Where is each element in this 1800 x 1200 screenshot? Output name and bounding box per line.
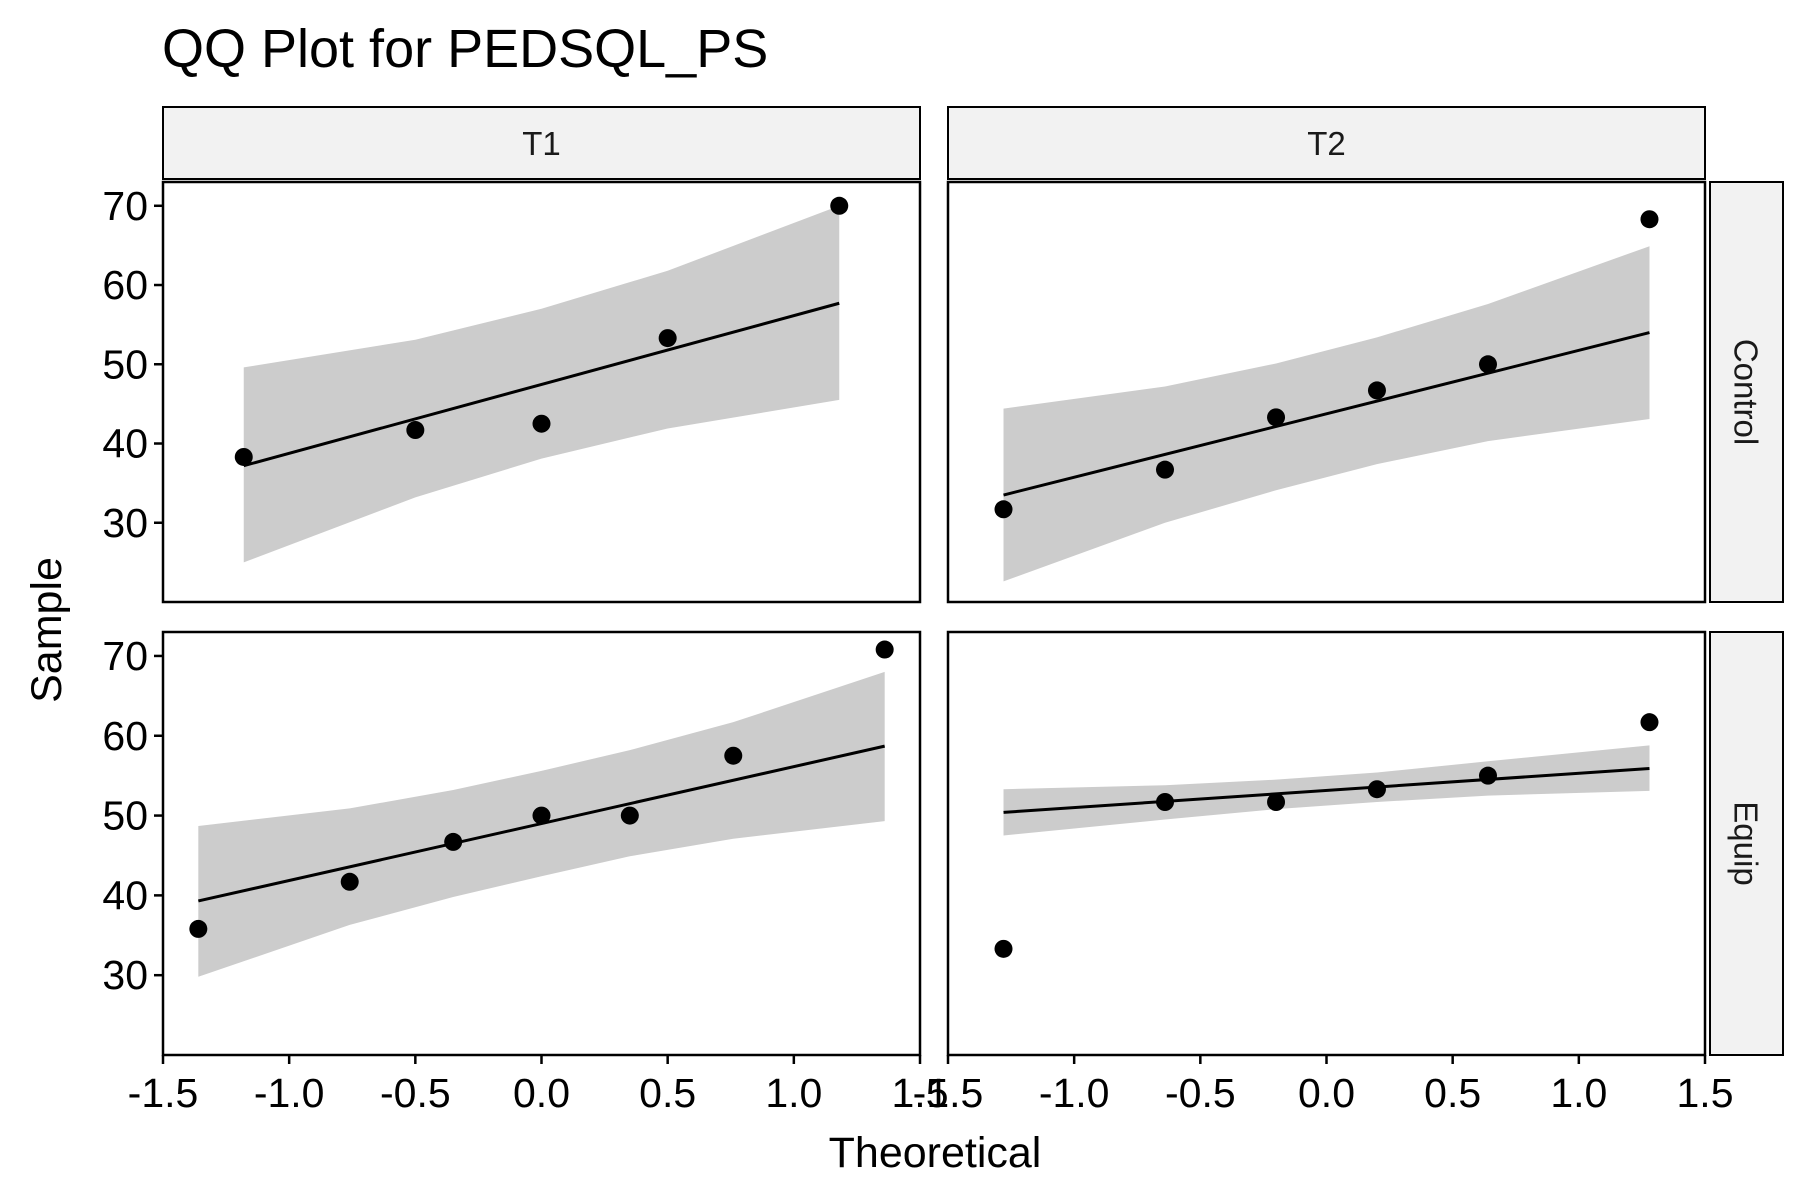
y-tick-label: 30 — [102, 952, 148, 998]
y-tick-label: 70 — [102, 633, 148, 679]
reference-line — [243, 301, 840, 468]
facet-panel — [946, 630, 1707, 1057]
data-point — [724, 746, 743, 765]
data-point — [1267, 408, 1286, 427]
row-strip — [1709, 181, 1784, 603]
data-point — [1478, 766, 1497, 785]
data-point — [444, 832, 463, 851]
data-point — [532, 414, 551, 433]
data-point — [234, 447, 253, 466]
data-point — [658, 329, 677, 348]
row-strip-label: Control — [1728, 339, 1765, 445]
row-strip — [1709, 631, 1784, 1056]
facet-panel — [161, 630, 922, 1057]
data-point — [1156, 460, 1175, 479]
facet-panel — [161, 180, 922, 604]
x-tick-label: 1.5 — [892, 1070, 949, 1116]
data-point — [340, 872, 359, 891]
x-tick-label: -1.0 — [254, 1070, 325, 1116]
y-tick-label: 70 — [102, 183, 148, 229]
data-point — [1478, 355, 1497, 374]
facet-panels: T1 T2 Control Equip — [161, 106, 1784, 1057]
y-tick-label: 40 — [102, 872, 148, 918]
data-point — [994, 939, 1013, 958]
data-point — [1267, 792, 1286, 811]
y-tick-label: 60 — [102, 713, 148, 759]
y-axis-title: Sample — [23, 557, 71, 703]
x-tick-label: 0.0 — [1298, 1070, 1355, 1116]
data-point — [875, 640, 894, 659]
data-point — [994, 500, 1013, 519]
data-point — [1367, 780, 1386, 799]
x-tick-label: 1.5 — [1677, 1070, 1734, 1116]
y-tick-label: 50 — [102, 341, 148, 387]
data-point — [620, 806, 639, 825]
y-tick-label: 30 — [102, 500, 148, 546]
axes: 30 40 50 60 70 30 40 50 60 70 -1.5 -1.0 -0.5 0.0 0.5 1.… — [102, 183, 1733, 1116]
x-tick-label: 0.5 — [1424, 1070, 1481, 1116]
data-point — [1156, 792, 1175, 811]
x-tick-label: 0.5 — [639, 1070, 696, 1116]
facet-panel — [946, 180, 1707, 604]
column-strip-label: T1 — [522, 125, 561, 162]
row-strip-label: Equip — [1728, 801, 1765, 885]
x-axis-title: Theoretical — [829, 1129, 1042, 1177]
data-point — [1640, 713, 1659, 732]
y-tick-label: 50 — [102, 793, 148, 839]
reference-line — [1003, 766, 1650, 814]
x-tick-label: -1.5 — [913, 1070, 984, 1116]
data-point — [830, 196, 849, 215]
data-point — [406, 421, 425, 440]
data-point — [1367, 381, 1386, 400]
panel-border — [946, 180, 1707, 604]
reference-line — [1003, 331, 1650, 497]
column-strip — [162, 106, 921, 180]
y-tick-label: 40 — [102, 421, 148, 467]
column-strip-label: T2 — [1307, 125, 1346, 162]
x-tick-label: -0.5 — [380, 1070, 451, 1116]
data-point — [189, 919, 208, 938]
data-point — [532, 806, 551, 825]
x-tick-label: -0.5 — [1165, 1070, 1236, 1116]
panel-background — [948, 632, 1705, 1055]
x-tick-label: 1.0 — [765, 1070, 822, 1116]
x-tick-label: -1.0 — [1039, 1070, 1110, 1116]
column-strip — [947, 106, 1706, 180]
x-tick-label: 0.0 — [513, 1070, 570, 1116]
data-point — [1640, 210, 1659, 229]
panel-border — [161, 180, 922, 604]
y-tick-label: 60 — [102, 262, 148, 308]
x-tick-label: 1.0 — [1550, 1070, 1607, 1116]
chart-title: QQ Plot for PEDSQL_PS — [162, 19, 768, 79]
x-tick-label: -1.5 — [128, 1070, 199, 1116]
